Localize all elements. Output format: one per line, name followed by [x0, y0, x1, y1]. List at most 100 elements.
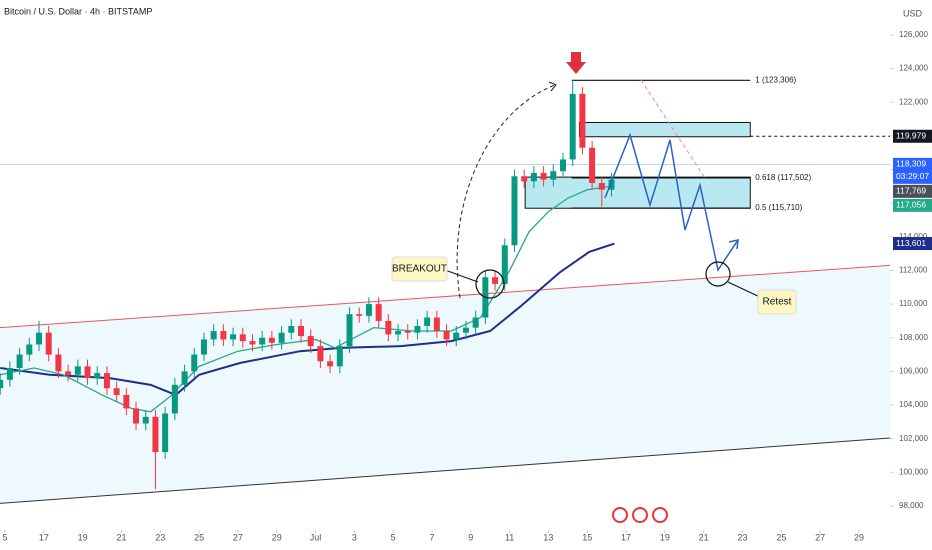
price-label: 119,979	[896, 131, 926, 141]
candle-body	[365, 304, 372, 316]
x-tick-label: 17	[621, 532, 631, 542]
candle-body	[472, 317, 479, 328]
candle-body	[16, 354, 23, 369]
candle-body	[356, 314, 363, 316]
fib-label: 0.618 (117,502)	[755, 173, 811, 182]
arc-arrow	[456, 84, 556, 299]
candle-body	[608, 179, 615, 190]
retest-label: Retest	[763, 297, 792, 308]
y-tick-label: 112,000	[899, 266, 928, 275]
x-tick-label: 25	[194, 532, 204, 542]
candle-body	[375, 304, 382, 321]
flag	[612, 507, 628, 523]
candle-body	[239, 334, 246, 342]
x-tick-label: 23	[155, 532, 165, 542]
x-tick-label: 19	[78, 532, 88, 542]
currency: USD	[903, 8, 923, 18]
candle-body	[200, 339, 207, 355]
x-tick-label: 9	[468, 532, 473, 542]
price-label: 113,601	[896, 238, 926, 248]
y-tick-label: 126,000	[899, 30, 928, 39]
candle-body	[443, 331, 450, 340]
x-tick-label: 29	[854, 532, 864, 542]
candle-body	[288, 325, 295, 333]
trendline	[0, 264, 891, 329]
connector	[444, 269, 479, 283]
price-label-box	[893, 237, 932, 251]
candle-body	[559, 159, 566, 172]
trendline	[0, 437, 891, 504]
breakout-label: BREAKOUT	[392, 264, 447, 275]
candle-body	[550, 171, 557, 180]
candle-body	[268, 337, 275, 343]
candle-body	[598, 183, 605, 190]
flag	[652, 507, 668, 523]
candle-body	[579, 93, 586, 148]
arrow-head	[548, 81, 557, 92]
price-timer: 03:29:07	[896, 171, 929, 181]
candle-body	[133, 408, 140, 424]
x-tick-label: 3	[352, 532, 357, 542]
candle-body	[230, 334, 237, 340]
price-label: 117,769	[896, 186, 926, 196]
retest-circle	[705, 261, 731, 287]
x-tick-label: 15	[582, 532, 592, 542]
x-tick-label: 11	[505, 532, 514, 542]
candle-body	[171, 384, 178, 414]
candle-body	[433, 317, 440, 332]
candle-body	[540, 172, 547, 180]
candle-body	[501, 245, 508, 284]
price-label-box	[893, 198, 932, 212]
retest-box	[757, 289, 797, 315]
x-tick-label: 25	[776, 532, 786, 542]
channel-fill	[0, 265, 890, 504]
candle-body	[142, 416, 149, 424]
x-tick-label: 27	[815, 532, 825, 542]
x-tick-label: 5	[391, 532, 396, 542]
event-flags	[612, 507, 668, 523]
y-tick-label: 100,000	[899, 467, 928, 476]
candle-body	[249, 341, 256, 345]
candle-body	[152, 416, 159, 453]
zone	[578, 121, 751, 138]
down-arrow	[566, 52, 586, 74]
y-tick-label: 114,000	[899, 232, 928, 241]
flag	[632, 507, 648, 523]
candle-body	[589, 147, 596, 184]
candle-body	[462, 327, 469, 333]
fib-label: 0.5 (115,710)	[755, 203, 802, 212]
candle-body	[569, 93, 576, 160]
candle-body	[191, 354, 198, 372]
x-tick-label: 23	[737, 532, 747, 542]
candle-body	[181, 371, 188, 385]
x-tick-label: 17	[39, 532, 49, 542]
candle-body	[317, 346, 324, 362]
candle-body	[162, 413, 169, 453]
candle-body	[395, 331, 402, 335]
price-label-box	[893, 129, 932, 143]
price-axis: 98,000 100,000 102,000 104,000 106,000 108,00…	[3, 30, 932, 542]
dashed-projection	[640, 79, 706, 179]
price-label: 118,309	[896, 159, 926, 169]
x-tick-label: 13	[543, 532, 553, 542]
fib-label: 1 (123,306)	[755, 75, 796, 84]
candle-body	[55, 354, 62, 372]
candle-body	[113, 388, 120, 395]
candle-body	[0, 379, 4, 389]
candle-body	[385, 320, 392, 335]
candle-body	[307, 336, 314, 347]
y-tick-label: 110,000	[899, 299, 928, 308]
candle-body	[327, 361, 334, 367]
candle-body	[210, 331, 217, 340]
x-tick-label: 21	[116, 532, 126, 542]
candle-body	[26, 344, 33, 355]
drawings-under: 1 (123,306) 0.618 (117,502) 0.5 (115,710)	[0, 75, 891, 504]
candle-body	[103, 373, 110, 389]
x-tick-label: 27	[233, 532, 243, 542]
candle-body	[511, 176, 518, 246]
candle-body	[74, 366, 81, 375]
candle-body	[453, 332, 460, 340]
candle-body	[220, 331, 227, 340]
price-label-box	[893, 157, 932, 184]
